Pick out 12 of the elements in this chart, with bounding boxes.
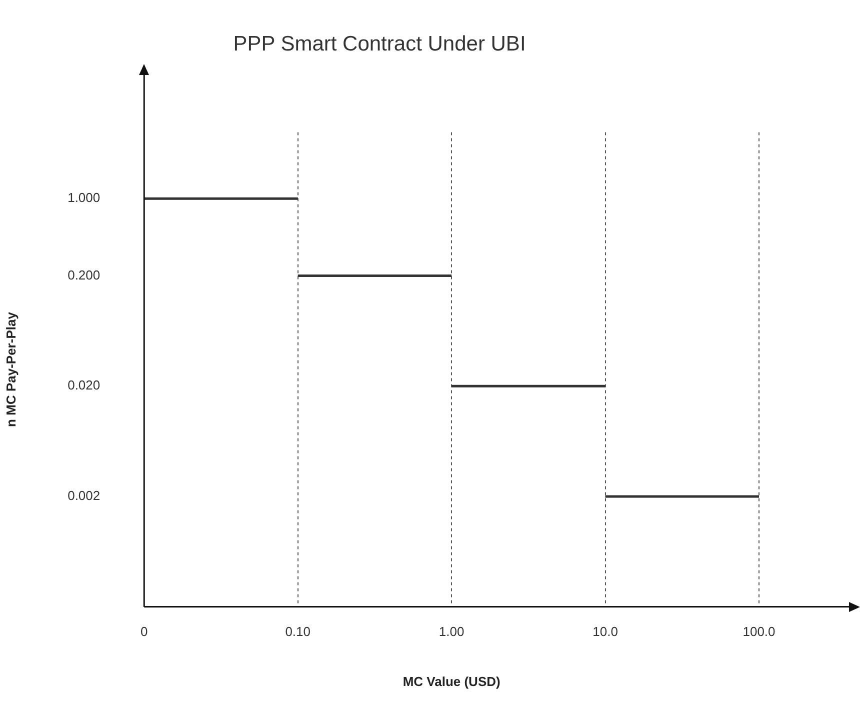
x-tick-label: 10.0: [592, 624, 618, 640]
x-tick-label: 0.10: [285, 624, 311, 640]
y-tick-label: 0.020: [68, 378, 100, 393]
x-tick-label: 100.0: [742, 624, 776, 640]
x-axis-title: MC Value (USD): [402, 674, 500, 689]
y-tick-label: 0.002: [68, 488, 100, 504]
chart-title: PPP Smart Contract Under UBI: [233, 32, 526, 56]
y-tick-label: 1.000: [68, 190, 100, 206]
x-tick-label: 0: [140, 624, 148, 640]
x-tick-label: 1.00: [438, 624, 464, 640]
y-tick-label: 0.200: [68, 267, 100, 282]
y-axis-title: n MC Pay-Per-Play: [3, 311, 18, 427]
